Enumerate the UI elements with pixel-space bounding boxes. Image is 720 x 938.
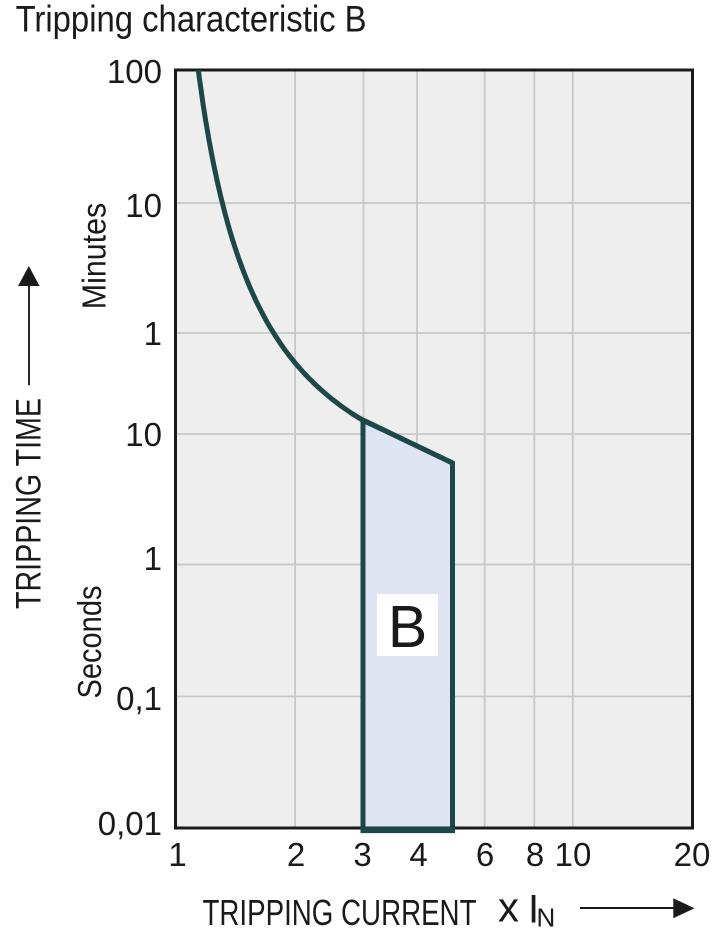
svg-text:1: 1 (144, 315, 162, 352)
svg-text:1: 1 (144, 540, 162, 577)
svg-text:100: 100 (107, 53, 162, 90)
svg-text:8: 8 (526, 836, 544, 873)
svg-text:TRIPPING CURRENT: TRIPPING CURRENT (203, 892, 477, 933)
svg-text:4: 4 (409, 836, 427, 873)
svg-text:x: x (498, 884, 519, 931)
svg-text:6: 6 (476, 836, 494, 873)
svg-text:Seconds: Seconds (71, 586, 108, 699)
svg-text:20: 20 (674, 836, 711, 873)
svg-text:Tripping characteristic B: Tripping characteristic B (16, 0, 367, 40)
svg-text:10: 10 (125, 187, 162, 224)
svg-text:2: 2 (287, 836, 305, 873)
svg-text:I: I (528, 888, 539, 932)
svg-text:0,01: 0,01 (98, 805, 162, 842)
svg-text:1: 1 (168, 836, 186, 873)
svg-text:0,1: 0,1 (116, 680, 162, 717)
svg-text:10: 10 (555, 836, 592, 873)
svg-text:3: 3 (353, 836, 371, 873)
svg-text:N: N (537, 903, 556, 933)
svg-text:B: B (388, 594, 427, 660)
svg-text:10: 10 (125, 416, 162, 453)
svg-text:TRIPPING TIME: TRIPPING TIME (10, 398, 49, 609)
svg-text:Minutes: Minutes (76, 203, 113, 310)
